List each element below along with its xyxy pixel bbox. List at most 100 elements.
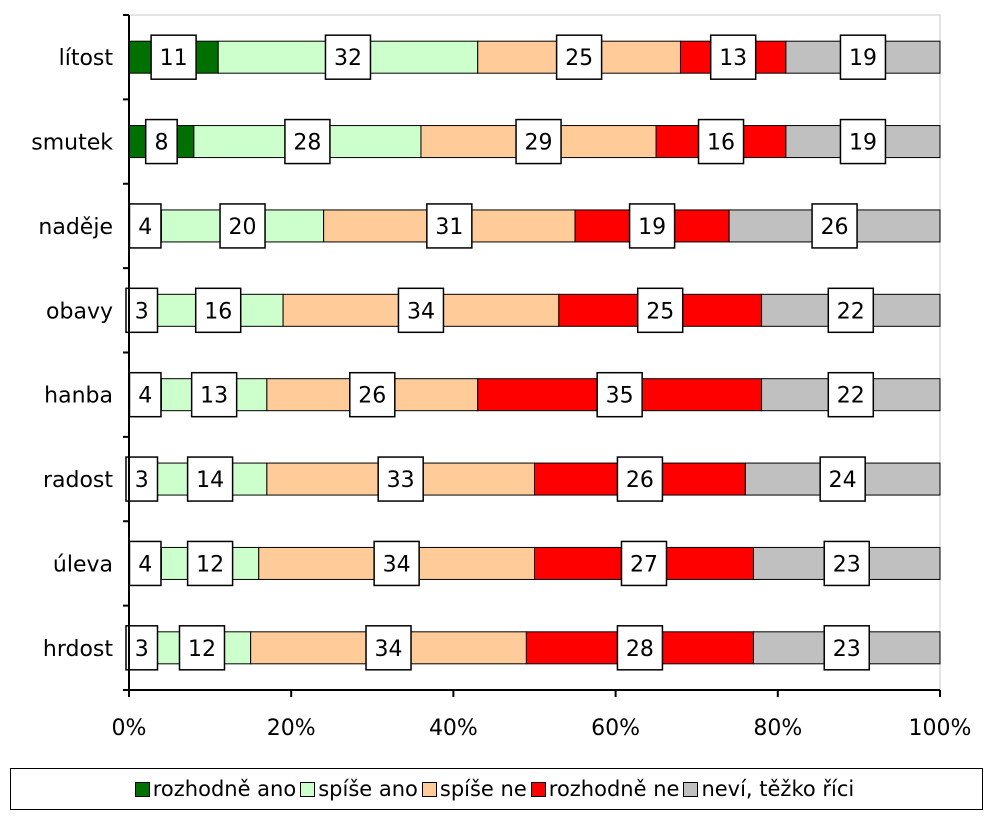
value-label: 4 [138,384,152,409]
category-label: obavy [46,299,113,324]
y-axis: lítost smutek naděje obavy hanba radost úleva h… [31,14,130,691]
value-label: 27 [630,552,658,577]
legend-swatch [530,781,546,797]
value-label-box [365,625,412,671]
value-label-box [125,625,159,671]
value-label: 34 [383,552,411,577]
value-label: 32 [334,46,362,71]
value-label-box [128,203,162,249]
value-label-box [827,371,875,418]
value-label: 34 [375,637,403,662]
value-label-box [823,625,870,671]
value-label-box [144,118,178,165]
value-label: 35 [606,384,634,409]
value-label: 25 [565,46,593,71]
value-label: 25 [646,299,674,324]
legend-item: neví, těžko říci [683,777,854,801]
value-label: 3 [135,299,149,324]
value-labels: 11 32 25 13 198 28 29 16 194 20 31 19 263 16 34 25 224 13… [125,34,887,671]
value-label-box [178,625,226,671]
value-label-box [186,456,234,502]
value-label-box [697,118,745,165]
x-tick-label: 100% [909,716,972,741]
value-label: 8 [154,131,168,156]
value-label-box [377,456,424,502]
legend-label: spíše ano [318,777,418,801]
legend-swatch [683,781,699,797]
value-label-box [219,203,266,249]
value-label: 24 [829,468,857,493]
value-label-box [823,540,870,587]
value-label-box [827,287,875,334]
category-label: radost [43,468,113,493]
value-label-box [150,34,197,80]
legend-swatch [134,781,150,797]
value-label-box [839,118,887,165]
value-label-box [190,371,238,418]
value-label-box [819,456,866,502]
value-label-box [128,540,162,587]
value-label: 29 [525,131,553,156]
plot-frame [128,14,941,691]
legend-label: spíše ne [439,777,527,801]
value-label: 14 [196,468,224,493]
x-axis: 0% 20% 40% 60% 80% 100% [112,689,972,741]
legend-item: rozhodně ne [530,777,680,801]
category-label: lítost [59,46,114,71]
value-label-box [397,287,445,334]
value-label: 16 [204,299,232,324]
value-label: 12 [188,637,216,662]
value-label: 19 [638,215,666,240]
legend-item: spíše ano [300,777,418,801]
value-label-box [125,287,159,334]
value-label-box [194,287,242,334]
value-label: 16 [707,131,735,156]
legend: rozhodně ano spíše ano spíše ne rozhodně ne… [10,768,983,810]
x-tick-label: 40% [429,716,478,741]
value-label-box [284,118,331,165]
value-label: 26 [358,384,386,409]
category-label: úleva [53,552,113,577]
value-label-box [349,371,396,418]
value-label-box [628,203,676,249]
value-label: 11 [160,46,188,71]
x-tick-label: 20% [267,716,316,741]
value-label-box [709,34,757,80]
value-label: 22 [837,299,865,324]
value-label: 22 [837,384,865,409]
value-label-box [555,34,603,80]
value-label-box [515,118,562,165]
value-label: 13 [719,46,747,71]
stacked-bar-chart: 11 32 25 13 198 28 29 16 194 20 31 19 263 16 34 25 224 13… [31,14,972,741]
legend-item: spíše ne [421,777,527,801]
value-label-box [636,287,684,334]
plot-area [128,14,941,691]
value-label-box [128,371,162,418]
value-label: 34 [407,299,435,324]
value-label-box [324,34,372,80]
value-label: 3 [135,637,149,662]
category-label: naděje [38,215,113,240]
legend-item: rozhodně ano [134,777,296,801]
legend-swatch [300,781,316,797]
value-label: 19 [849,131,877,156]
x-tick-label: 80% [753,716,802,741]
x-tick-label: 0% [112,716,147,741]
value-label: 19 [849,46,877,71]
legend-label: rozhodně ne [548,777,680,801]
value-label-box [616,456,664,502]
value-label: 31 [435,215,463,240]
value-label: 3 [135,468,149,493]
value-label-box [373,540,420,587]
value-label-box [839,34,887,80]
value-label-box [426,203,473,249]
value-label: 33 [387,468,415,493]
category-label: smutek [31,131,113,156]
legend-swatch [421,781,437,797]
value-label: 26 [821,215,849,240]
x-tick-label: 60% [591,716,640,741]
value-label-box [620,540,668,587]
value-label: 28 [293,131,321,156]
value-label: 4 [138,552,152,577]
legend-label: neví, těžko říci [701,777,855,801]
